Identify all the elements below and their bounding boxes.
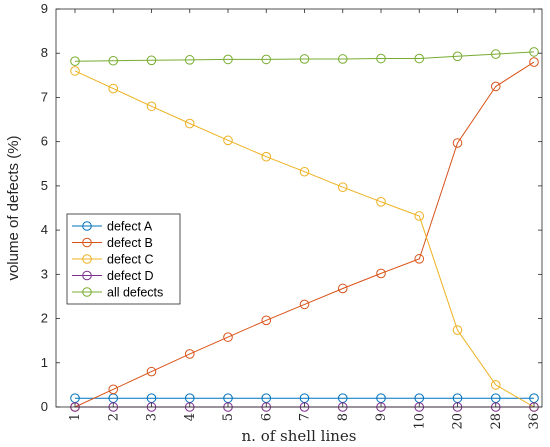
data-point (529, 47, 539, 57)
y-tick-label: 9 (41, 1, 48, 16)
data-point (223, 332, 233, 342)
data-point (337, 283, 348, 294)
data-point (70, 56, 80, 66)
y-tick-label: 4 (41, 222, 48, 237)
data-point (529, 57, 539, 67)
x-tick-label: 8 (336, 413, 351, 421)
data-point (184, 118, 195, 129)
legend-marker (82, 237, 92, 248)
data-point (184, 55, 195, 65)
legend-label: defect B (107, 236, 153, 250)
x-tick-label: 1 (68, 413, 83, 421)
data-point (299, 299, 310, 310)
data-point (146, 55, 157, 66)
data-point (452, 325, 463, 335)
y-tick-label: 7 (41, 89, 48, 104)
x-tick-label: 7 (298, 413, 313, 421)
data-point (146, 366, 157, 377)
data-point (414, 53, 425, 64)
series-line (74, 61, 535, 408)
x-tick-label: 9 (374, 413, 389, 421)
legend-label: defect D (107, 269, 154, 283)
legend-marker (82, 270, 92, 281)
data-point (414, 254, 425, 264)
data-point (452, 51, 463, 62)
x-tick-label: 4 (183, 413, 198, 421)
y-tick-label: 5 (41, 178, 48, 193)
data-point (108, 55, 119, 66)
data-point (376, 268, 386, 279)
series-all-defects (70, 47, 539, 66)
data-point (490, 81, 501, 92)
data-point (108, 384, 119, 395)
series-defect-b (70, 57, 539, 412)
x-tick-label: 28 (489, 413, 504, 430)
legend-label: defect A (107, 220, 153, 234)
data-point (299, 166, 310, 177)
data-point (108, 83, 119, 94)
y-tick-label: 3 (41, 266, 48, 281)
data-point (146, 101, 157, 112)
data-point (223, 135, 233, 146)
x-tick-label: 3 (145, 413, 160, 421)
data-point (337, 182, 348, 193)
series-defect-c (70, 66, 539, 412)
x-tick-label: 2 (106, 413, 121, 421)
legend-marker (82, 287, 92, 297)
data-point (299, 54, 310, 64)
legend-marker (82, 221, 92, 231)
data-point (376, 197, 386, 207)
data-point (261, 54, 272, 65)
data-point (337, 54, 348, 64)
data-point (70, 66, 80, 76)
legend-marker (82, 254, 92, 264)
series-line (74, 51, 535, 62)
legend-label: defect C (107, 253, 154, 267)
y-tick-label: 1 (41, 355, 48, 370)
x-axis-label: n. of shell lines (242, 427, 357, 445)
data-point (376, 53, 386, 64)
plot-area-frame (55, 8, 543, 408)
x-tick-label: 20 (451, 413, 466, 430)
y-tick-label: 8 (41, 45, 48, 60)
data-point (490, 49, 501, 59)
y-tick-label: 6 (41, 134, 48, 149)
legend: defect A defect B defect C defect D all defe… (66, 213, 181, 305)
x-tick-label: 10 (412, 413, 427, 430)
data-point (223, 54, 233, 65)
y-tick-label: 2 (41, 311, 48, 326)
data-point (490, 380, 501, 390)
data-point (184, 349, 195, 359)
x-tick-label: 6 (259, 413, 274, 421)
x-tick-label: 5 (221, 413, 236, 421)
y-tick-label: 0 (41, 399, 48, 414)
series-defect-a (70, 393, 539, 403)
y-axis-label: volume of defects (%) (5, 135, 22, 280)
x-tick-label: 36 (527, 413, 542, 430)
data-point (261, 151, 272, 162)
legend-label: all defects (107, 286, 163, 300)
data-point (261, 315, 272, 326)
data-point (414, 211, 425, 221)
data-point (452, 138, 463, 148)
series-line (74, 70, 535, 408)
